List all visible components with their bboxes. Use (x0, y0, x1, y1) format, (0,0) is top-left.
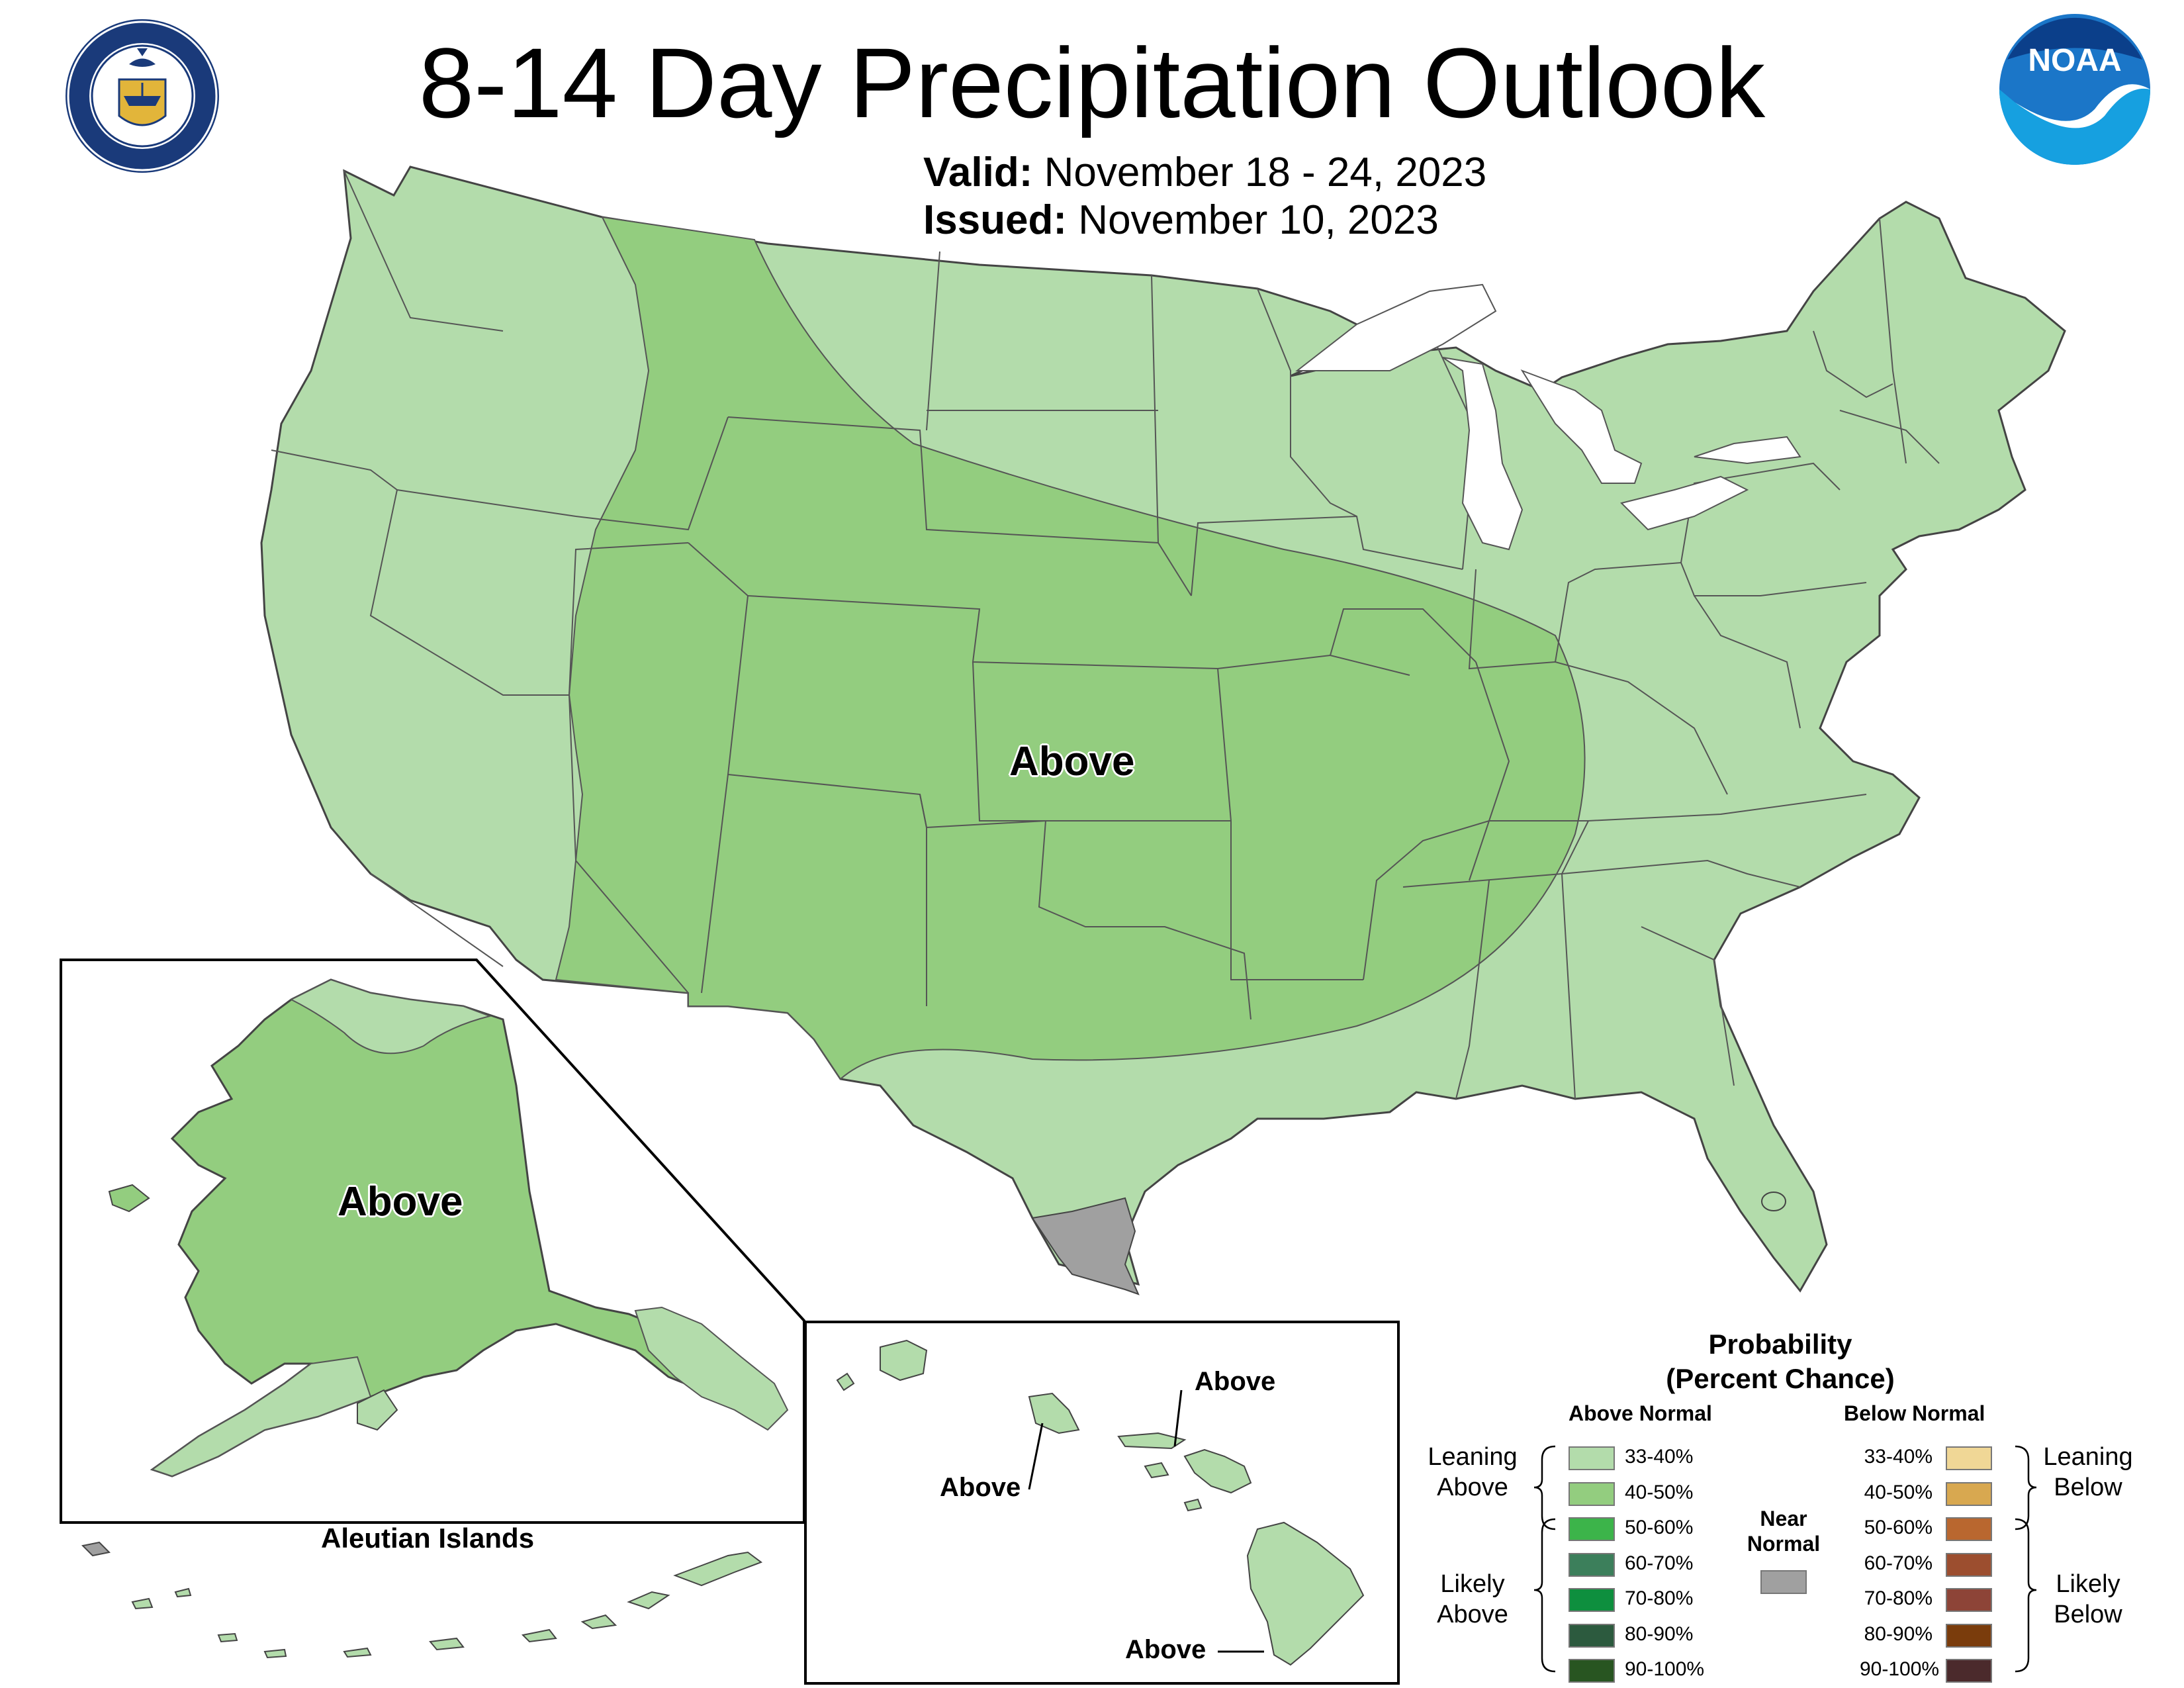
conus-near-normal-region (1031, 1197, 1140, 1295)
commerce-seal-logo (66, 19, 219, 173)
legend-below-swatch-3 (1946, 1552, 1992, 1577)
legend-below-swatch-0 (1946, 1446, 1992, 1470)
legend-below-swatch-5 (1946, 1623, 1992, 1648)
molokai-island (1117, 1432, 1187, 1450)
conus-above-label: Above (1009, 739, 1135, 784)
legend-above-label-0: 33-40% (1625, 1446, 1694, 1468)
legend-below-label-1: 40-50% (1864, 1481, 1933, 1503)
legend-above-label-5: 80-90% (1625, 1622, 1694, 1645)
noaa-logo: NOAA (1999, 14, 2150, 165)
alaska-panhandle-light-region (634, 1306, 789, 1431)
alaska-leaning-above-medium-region (150, 978, 783, 1477)
kahoolawe-island (1183, 1498, 1203, 1512)
conus-leaning-above-medium-region (555, 216, 1586, 1080)
great-lakes (1295, 283, 1801, 551)
valid-label: Valid: (923, 150, 1033, 195)
legend-near-normal-label: Near Normal (1747, 1507, 1821, 1556)
alaska-southwest-light-region (150, 1356, 372, 1477)
legend-above-swatch-6 (1569, 1659, 1615, 1683)
alaska-north-slope-light-region (289, 978, 492, 1055)
legend-below-label-6: 90-100% (1860, 1658, 1940, 1680)
legend-title: Probability (Percent Chance) (1588, 1327, 1972, 1396)
lake-okeechobee (1761, 1192, 1786, 1211)
big-island (1246, 1521, 1365, 1666)
state-borders (271, 170, 1940, 1100)
legend-above-scale: 33-40% 40-50% 50-60% 60-70% 70-80% 80-90% 90-1… (1569, 1446, 1734, 1685)
legend-title-line2: (Percent Chance) (1666, 1363, 1895, 1394)
legend-above-swatch-2 (1569, 1517, 1615, 1541)
legend-above-label-1: 40-50% (1625, 1481, 1694, 1503)
legend-below-label-3: 60-70% (1864, 1552, 1933, 1574)
legend-above-label-3: 60-70% (1625, 1552, 1694, 1574)
legend-above-swatch-0 (1569, 1446, 1615, 1470)
legend-title-line1: Probability (1708, 1329, 1852, 1360)
legend-above-header: Above Normal (1569, 1401, 1712, 1425)
issued-label: Issued: (923, 197, 1068, 243)
lanai-island (1144, 1462, 1169, 1479)
niihau-island (836, 1372, 855, 1391)
legend-below-swatch-6 (1946, 1659, 1992, 1683)
kodiak-island (357, 1389, 398, 1431)
legend-leaning-below-label: Leaning Below (2043, 1443, 2133, 1501)
legend-likely-above-label: Likely Above (1437, 1570, 1508, 1628)
kauai-island (880, 1339, 928, 1382)
issued-value: November 10, 2023 (1078, 197, 1439, 243)
nunivak-island (108, 1184, 150, 1213)
legend-above-swatch-1 (1569, 1481, 1615, 1506)
valid-value: November 18 - 24, 2023 (1044, 150, 1487, 195)
legend-likely-below-label: Likely Below (2054, 1570, 2122, 1628)
hawaii-big-island-label: Above (1125, 1635, 1206, 1664)
legend-below-swatch-1 (1946, 1481, 1992, 1506)
hawaii-kauai-label: Above (940, 1473, 1021, 1502)
legend-above-label-2: 50-60% (1625, 1517, 1694, 1538)
legend-below-header: Below Normal (1844, 1401, 1985, 1425)
legend-above-swatch-4 (1569, 1588, 1615, 1612)
maui-island (1183, 1448, 1252, 1494)
legend-leaning-above-label: Leaning Above (1428, 1443, 1518, 1501)
legend-below-scale: 33-40% 40-50% 50-60% 60-70% 70-80% 80-90% 90-1… (1846, 1446, 2012, 1685)
hawaii-oahu-label: Above (1195, 1367, 1276, 1396)
legend-below-swatch-4 (1946, 1588, 1992, 1612)
issued-date-line: Issued: November 10, 2023 (923, 197, 1439, 244)
legend-above-swatch-3 (1569, 1552, 1615, 1577)
alaska-above-label: Above (338, 1179, 463, 1225)
valid-date-line: Valid: November 18 - 24, 2023 (923, 149, 1486, 197)
legend-below-label-2: 50-60% (1864, 1517, 1933, 1538)
legend-near-normal-swatch (1760, 1570, 1807, 1594)
legend-below-label-0: 33-40% (1864, 1446, 1933, 1468)
page-title: 8-14 Day Precipitation Outlook (418, 27, 1766, 138)
legend-below-label-5: 80-90% (1864, 1622, 1933, 1645)
hawaii-label-leaders (1028, 1389, 1264, 1653)
legend-below-swatch-2 (1946, 1517, 1992, 1541)
legend-above-label-6: 90-100% (1625, 1658, 1705, 1680)
legend-above-label-4: 70-80% (1625, 1587, 1694, 1609)
legend-below-label-4: 70-80% (1864, 1587, 1933, 1609)
legend-above-swatch-5 (1569, 1623, 1615, 1648)
aleutian-islands-title: Aleutian Islands (321, 1523, 535, 1554)
noaa-logo-text: NOAA (2028, 43, 2121, 78)
